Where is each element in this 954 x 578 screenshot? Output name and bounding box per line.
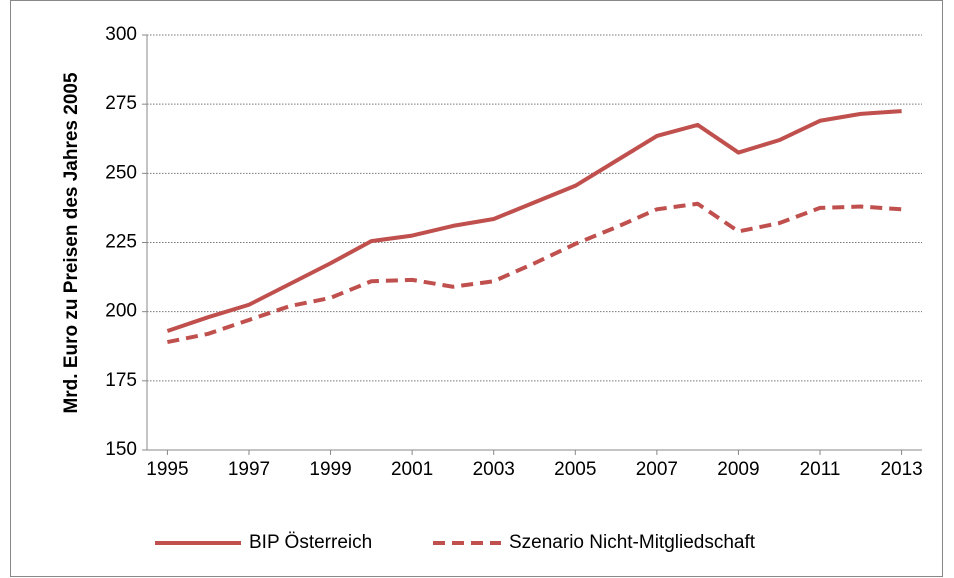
y-tick-label: 300 <box>105 24 137 45</box>
line-series <box>166 201 902 345</box>
x-tick-label: 1995 <box>146 459 188 480</box>
x-tick-label: 2007 <box>636 459 678 480</box>
x-tick-label: 2009 <box>717 459 759 480</box>
chart-frame <box>10 0 943 577</box>
x-tick-label: 2005 <box>554 459 596 480</box>
legend-label: BIP Österreich <box>249 532 372 553</box>
y-tick-label: 200 <box>105 301 137 322</box>
legend-label: Szenario Nicht-Mitgliedschaft <box>509 532 756 553</box>
y-axis-title: Mrd. Euro zu Preisen des Jahres 2005 <box>61 72 82 414</box>
y-tick-label: 275 <box>105 93 137 114</box>
x-tick-label: 1997 <box>228 459 270 480</box>
x-tick-label: 2003 <box>473 459 515 480</box>
y-tick-label: 225 <box>105 232 137 253</box>
y-tick-label: 175 <box>105 370 137 391</box>
x-tick-label: 2011 <box>800 459 841 480</box>
x-tick-label: 2013 <box>880 459 922 480</box>
y-tick-label: 150 <box>105 439 137 460</box>
line-series <box>166 109 902 333</box>
x-tick-label: 1999 <box>309 459 351 480</box>
y-tick-label: 250 <box>105 162 137 183</box>
x-tick-label: 2001 <box>391 459 433 480</box>
